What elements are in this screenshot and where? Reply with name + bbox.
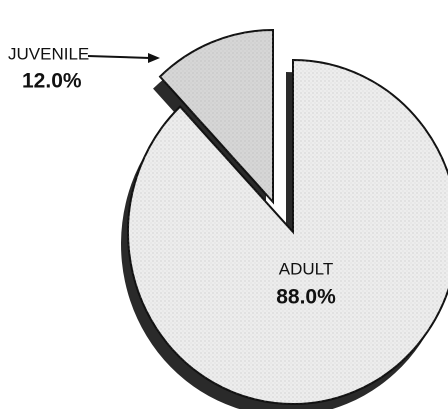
slice-texture xyxy=(127,60,448,404)
pie xyxy=(120,28,448,409)
arrow-head xyxy=(148,53,160,63)
slice-texture xyxy=(160,30,273,202)
leader-line xyxy=(87,55,151,59)
value-label: 12.0% xyxy=(22,70,82,93)
category-label: ADULT xyxy=(279,259,333,278)
value-label: 88.0% xyxy=(276,286,336,309)
category-label: JUVENILE xyxy=(8,44,89,63)
